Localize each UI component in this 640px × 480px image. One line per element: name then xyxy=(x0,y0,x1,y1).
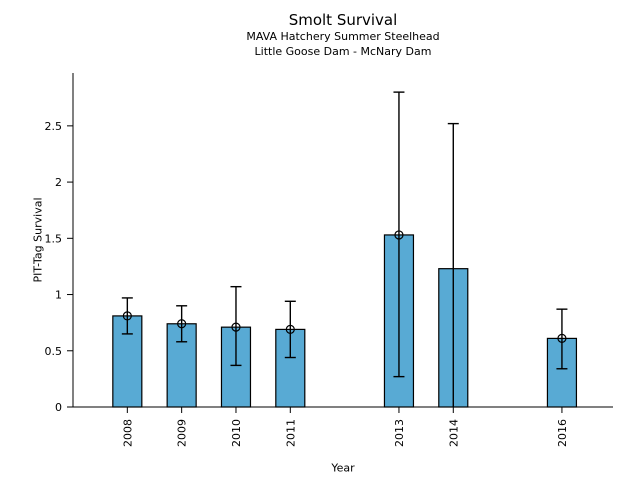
chart-subtitle-line2: Little Goose Dam - McNary Dam xyxy=(254,45,432,58)
x-tick-label-2008: 2008 xyxy=(121,419,134,447)
chart-title: Smolt Survival xyxy=(288,11,398,29)
x-tick-label-2013: 2013 xyxy=(393,419,406,447)
marker-2011 xyxy=(285,324,295,335)
x-tick-label-2014: 2014 xyxy=(447,419,460,447)
y-tick-label: 0 xyxy=(55,401,62,414)
y-tick-label: 1.5 xyxy=(45,232,63,245)
x-tick-label-2016: 2016 xyxy=(556,419,569,447)
x-tick-label-2009: 2009 xyxy=(176,419,189,447)
y-tick-label: 1 xyxy=(55,289,62,302)
marker-2013 xyxy=(394,230,404,240)
y-tick-label: 2.5 xyxy=(45,120,63,133)
marker-2010 xyxy=(231,322,241,332)
x-axis-label: Year xyxy=(331,461,355,475)
x-tick-label-2011: 2011 xyxy=(284,419,297,447)
y-tick-label: 0.5 xyxy=(45,345,63,358)
x-tick-label-2010: 2010 xyxy=(230,419,243,447)
marker-2008 xyxy=(122,311,132,321)
y-tick-label: 2 xyxy=(55,176,62,189)
chart-subtitle-line1: MAVA Hatchery Summer Steelhead xyxy=(246,30,440,43)
marker-2016 xyxy=(557,333,567,344)
marker-2009 xyxy=(177,319,187,329)
